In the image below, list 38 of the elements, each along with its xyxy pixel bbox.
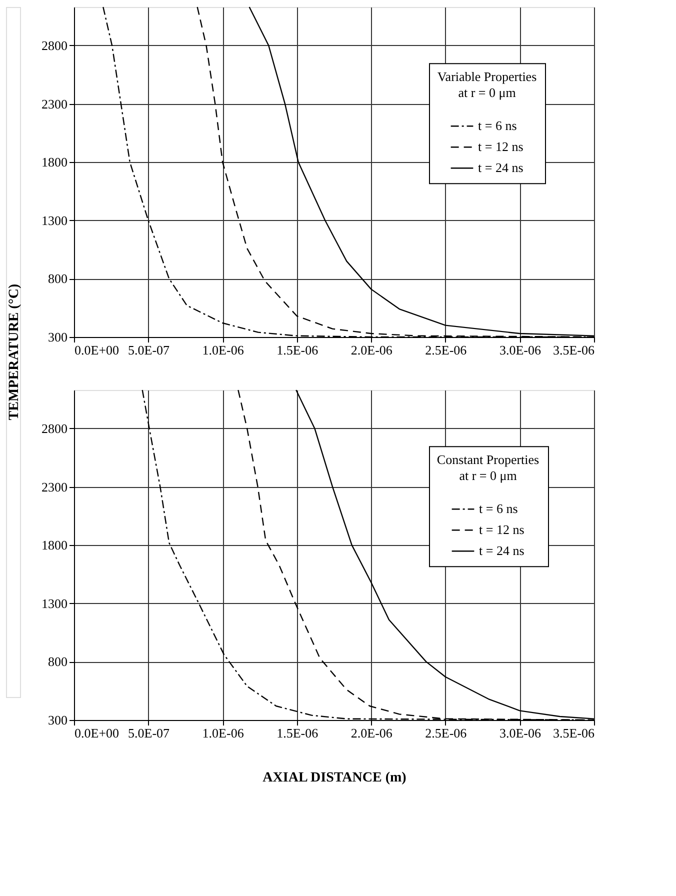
x-tick-label: 3.0E-06 <box>499 726 542 740</box>
x-tick-label: 2.0E-06 <box>350 342 393 358</box>
y-tick-label: 2800 <box>42 420 68 436</box>
y-tick-label: 1800 <box>42 538 68 553</box>
legend-label: t = 12 ns <box>478 139 524 154</box>
legend-label: t = 24 ns <box>479 543 524 558</box>
legend-label: t = 24 ns <box>478 160 524 176</box>
y-tick-label: 300 <box>48 712 68 728</box>
y-tick-label: 2300 <box>42 96 68 112</box>
legend-label: t = 12 ns <box>479 522 524 538</box>
x-tick-label: 5.0E-07 <box>128 342 170 358</box>
x-axis-title: AXIAL DISTANCE (m) <box>262 770 407 786</box>
y-tick-label: 1800 <box>42 154 68 170</box>
x-tick-label: 2.5E-06 <box>425 726 468 740</box>
x-tick-label: 3.5E-06 <box>552 342 595 358</box>
x-tick-label: 1.0E-06 <box>202 342 244 358</box>
y-tick-label: 2300 <box>42 479 68 494</box>
y-tick-label: 1300 <box>42 212 68 228</box>
annotation: Constant Properties at r = 0 μm <box>436 452 540 484</box>
x-tick-label: 5.0E-07 <box>128 726 170 740</box>
y-axis-title: TEMPERATURE (°C) <box>7 283 22 420</box>
x-tick-label: 2.5E-06 <box>425 342 468 358</box>
legend-label: t = 6 ns <box>479 501 518 516</box>
x-tick-label: 1.5E-06 <box>276 726 319 740</box>
x-tick-label: 0.0E+00 <box>74 342 120 358</box>
x-tick-label: 1.0E-06 <box>202 726 244 740</box>
y-tick-label: 300 <box>48 330 68 344</box>
x-tick-label: 2.0E-06 <box>350 726 393 740</box>
y-tick-label: 2800 <box>42 38 68 53</box>
x-tick-label: 1.5E-06 <box>276 342 319 358</box>
annotation: Variable Properties at r = 0 μm <box>437 69 537 100</box>
y-tick-label: 1300 <box>42 596 68 611</box>
x-tick-label: 0.0E+00 <box>74 726 120 740</box>
y-tick-label: 800 <box>48 271 68 286</box>
legend-label: t = 6 ns <box>478 118 517 134</box>
x-tick-label: 3.0E-06 <box>499 342 542 358</box>
x-tick-label: 3.5E-06 <box>552 726 595 740</box>
y-tick-label: 800 <box>48 654 68 670</box>
